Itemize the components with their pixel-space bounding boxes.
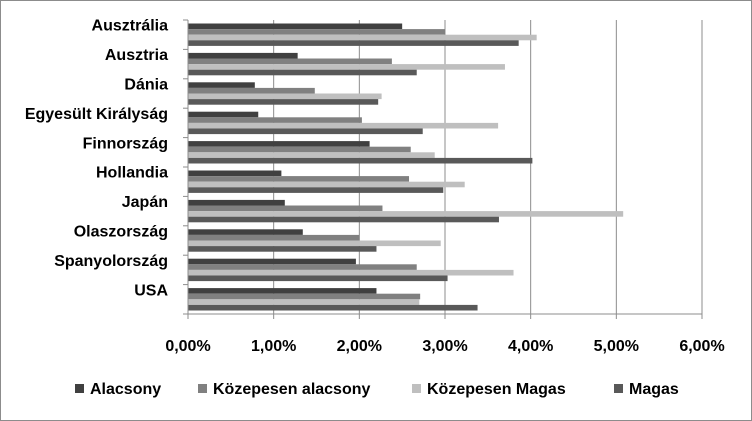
category-label: Dánia	[124, 77, 168, 94]
bar	[188, 176, 410, 182]
legend-swatch	[75, 384, 84, 393]
bar	[188, 211, 624, 217]
x-tick-label: 1,00%	[251, 338, 296, 355]
bar	[188, 29, 445, 35]
bar	[188, 181, 465, 188]
axes	[183, 19, 703, 319]
bar	[188, 199, 285, 206]
bar	[188, 69, 417, 76]
bar	[188, 122, 499, 129]
category-label: Japán	[122, 194, 168, 211]
bar	[188, 264, 417, 270]
legend-label: Közepesen Magas	[427, 381, 566, 398]
bar	[188, 34, 537, 41]
bar	[188, 299, 420, 305]
bar	[188, 304, 478, 311]
x-tick-label: 6,00%	[679, 338, 724, 355]
bar	[188, 99, 379, 105]
bar	[188, 288, 377, 294]
bar	[188, 229, 303, 235]
bar	[188, 52, 298, 59]
bar	[188, 293, 421, 300]
category-label: Ausztrália	[92, 18, 169, 35]
category-label: Olaszország	[74, 224, 168, 241]
bar	[188, 64, 505, 70]
bar	[188, 141, 370, 147]
tick-labels: 0,00% 1,00% 2,00% 3,00% 4,00% 5,00% 6,00%	[165, 338, 724, 355]
bar	[188, 82, 255, 88]
category-label: Hollandia	[96, 165, 168, 182]
category-label: Ausztria	[105, 47, 168, 64]
category-label: Spanyolország	[54, 253, 168, 270]
bar	[188, 258, 356, 265]
bars	[188, 23, 624, 311]
bar	[188, 246, 377, 252]
x-tick-label: 5,00%	[594, 338, 639, 355]
bar	[188, 128, 423, 135]
bar	[188, 40, 519, 46]
bar	[188, 240, 441, 247]
x-tick-label: 3,00%	[422, 338, 467, 355]
bar	[188, 269, 514, 276]
bar	[188, 87, 315, 94]
bar	[188, 275, 448, 282]
x-tick-label: 0,00%	[165, 338, 210, 355]
bar	[188, 93, 382, 100]
legend-swatch	[614, 384, 623, 393]
bar	[188, 111, 259, 118]
bar	[188, 170, 282, 177]
x-tick-label: 4,00%	[508, 338, 553, 355]
x-tick-label: 2,00%	[337, 338, 382, 355]
category-labels: Ausztrália Ausztria Dánia Egyesült Királysá…	[25, 18, 169, 300]
bar	[188, 205, 383, 212]
legend-label: Közepesen alacsony	[213, 381, 371, 398]
legend-swatch	[412, 384, 421, 393]
category-label: Finnország	[83, 135, 168, 152]
legend-swatch	[198, 384, 207, 393]
legend-label: Magas	[629, 381, 679, 398]
category-label: USA	[134, 282, 168, 299]
bar	[188, 187, 444, 193]
legend-label: Alacsony	[90, 381, 161, 398]
bar	[188, 234, 360, 241]
bar	[188, 152, 435, 158]
bar	[188, 23, 403, 30]
legend: Alacsony Közepesen alacsony Közepesen Maga…	[75, 381, 679, 398]
bar	[188, 117, 362, 123]
bar	[188, 157, 533, 164]
category-label: Egyesült Királyság	[25, 106, 168, 123]
bar	[188, 146, 411, 153]
bar	[188, 58, 392, 65]
bar	[188, 216, 499, 223]
